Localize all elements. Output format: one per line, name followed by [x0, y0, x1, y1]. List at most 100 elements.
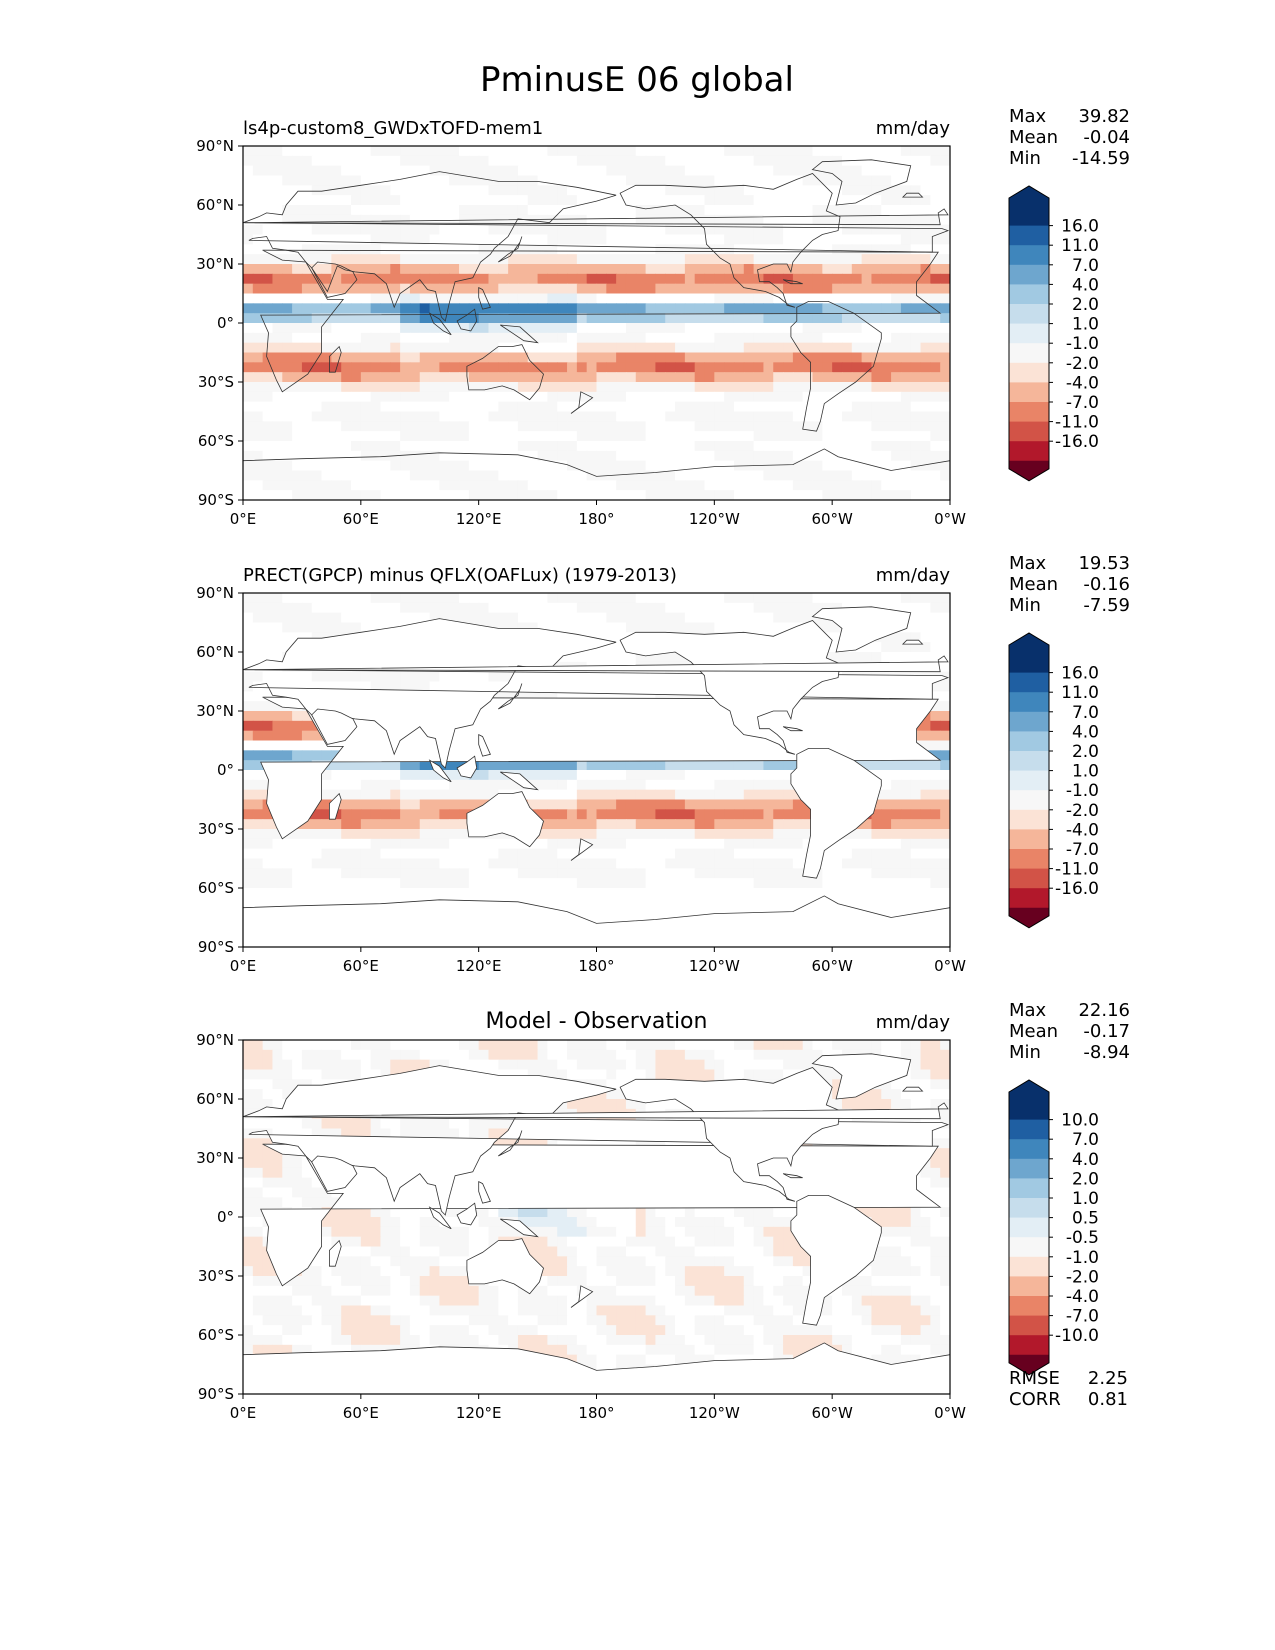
field-cell — [930, 470, 941, 481]
field-cell — [311, 224, 323, 236]
field-cell — [783, 480, 794, 491]
field-cell — [272, 401, 283, 413]
field-cell — [763, 165, 774, 177]
field-cell — [409, 254, 421, 265]
field-cell — [419, 470, 431, 481]
field-cell — [351, 391, 362, 403]
field-cell — [341, 411, 352, 422]
field-cell — [272, 470, 283, 481]
field-cell — [292, 273, 303, 285]
field-cell — [891, 352, 902, 363]
field-cell — [743, 421, 755, 432]
field-cell — [665, 401, 676, 413]
field-cell — [832, 273, 843, 285]
field-cell — [517, 146, 529, 157]
field-cell — [881, 829, 892, 840]
field-cell — [655, 382, 666, 393]
field-cell — [871, 244, 882, 255]
field-cell — [488, 450, 499, 462]
field-cell — [498, 691, 509, 702]
field-cell — [910, 342, 922, 354]
field-cell — [645, 264, 657, 275]
field-cell — [753, 838, 765, 850]
field-cell — [783, 799, 794, 810]
field-cell — [930, 819, 941, 830]
field-cell — [517, 362, 529, 373]
field-cell — [753, 303, 765, 314]
field-cell — [606, 838, 617, 850]
field-cell — [635, 431, 647, 442]
field-cell — [792, 372, 804, 383]
field-cell — [792, 155, 804, 167]
field-cell — [331, 244, 342, 255]
field-cell — [567, 175, 578, 186]
field-cell — [724, 165, 735, 177]
field-cell — [429, 146, 440, 157]
field-cell — [508, 612, 519, 624]
field-cell — [940, 293, 950, 304]
field-cell — [832, 165, 843, 177]
colorbar-segment — [1009, 225, 1049, 246]
field-cell — [606, 342, 617, 354]
field-cell — [684, 362, 696, 373]
field-cell — [724, 868, 735, 879]
field-cell — [537, 411, 549, 422]
field-cell — [262, 720, 274, 732]
field-cell — [694, 770, 706, 781]
field-cell — [331, 480, 342, 491]
field-cell — [557, 165, 568, 177]
field-cell — [586, 652, 598, 663]
field-cell — [694, 848, 706, 860]
coastline-namerica — [619, 173, 841, 308]
field-cell — [341, 848, 352, 860]
field-cell — [351, 244, 362, 255]
field-cell — [694, 362, 706, 373]
field-cell — [861, 401, 873, 413]
field-cell — [272, 480, 283, 491]
field-cell — [635, 838, 647, 850]
field-cell — [704, 878, 715, 889]
field-cell — [468, 593, 480, 604]
field-cell — [616, 224, 627, 236]
field-cell — [409, 165, 421, 177]
field-cell — [645, 593, 657, 604]
field-cell — [370, 858, 382, 869]
field-cell — [900, 205, 912, 216]
field-cell — [252, 779, 264, 791]
field-cell — [763, 799, 774, 810]
field-cell — [940, 760, 950, 771]
field-cell — [891, 382, 902, 393]
field-cell — [881, 205, 892, 216]
field-cell — [812, 411, 823, 422]
field-cell — [851, 283, 863, 295]
field-cell — [282, 165, 293, 177]
field-cell — [498, 293, 509, 304]
field-cell — [331, 593, 342, 604]
field-cell — [733, 789, 745, 801]
field-cell — [763, 431, 774, 442]
field-cell — [675, 829, 686, 840]
field-cell — [625, 691, 637, 702]
field-cell — [635, 342, 647, 354]
field-cell — [449, 362, 460, 373]
field-cell — [841, 332, 853, 344]
field-cell — [704, 779, 715, 791]
field-cell — [655, 441, 666, 452]
coastline-japan — [498, 236, 523, 263]
field-cell — [252, 273, 264, 285]
field-cell — [753, 829, 765, 840]
field-cell — [940, 838, 950, 850]
field-cell — [832, 480, 843, 491]
field-cell — [459, 195, 470, 206]
field-cell — [459, 848, 470, 860]
field-cell — [488, 234, 499, 245]
field-cell — [360, 809, 372, 820]
field-cell — [851, 868, 863, 879]
field-cell — [625, 460, 637, 472]
field-cell — [724, 848, 735, 860]
field-cell — [930, 244, 941, 255]
field-cell — [419, 146, 431, 157]
field-cell — [714, 888, 725, 899]
field-cell — [930, 770, 941, 781]
field-cell — [802, 401, 814, 413]
